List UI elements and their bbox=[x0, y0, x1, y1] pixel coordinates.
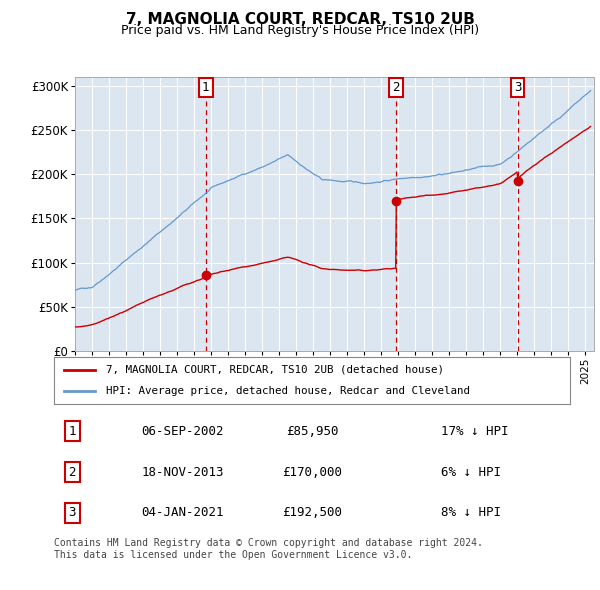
Text: 06-SEP-2002: 06-SEP-2002 bbox=[142, 425, 224, 438]
Text: £192,500: £192,500 bbox=[282, 506, 342, 519]
Text: 3: 3 bbox=[514, 81, 521, 94]
Text: 6% ↓ HPI: 6% ↓ HPI bbox=[441, 466, 501, 478]
Text: 1: 1 bbox=[202, 81, 209, 94]
Text: £85,950: £85,950 bbox=[286, 425, 338, 438]
Text: 18-NOV-2013: 18-NOV-2013 bbox=[142, 466, 224, 478]
Text: Price paid vs. HM Land Registry's House Price Index (HPI): Price paid vs. HM Land Registry's House … bbox=[121, 24, 479, 37]
Text: 2: 2 bbox=[68, 466, 76, 478]
Text: 3: 3 bbox=[68, 506, 76, 519]
Text: This data is licensed under the Open Government Licence v3.0.: This data is licensed under the Open Gov… bbox=[54, 550, 412, 560]
Text: 7, MAGNOLIA COURT, REDCAR, TS10 2UB: 7, MAGNOLIA COURT, REDCAR, TS10 2UB bbox=[125, 12, 475, 27]
Text: 7, MAGNOLIA COURT, REDCAR, TS10 2UB (detached house): 7, MAGNOLIA COURT, REDCAR, TS10 2UB (det… bbox=[106, 365, 443, 375]
Text: 04-JAN-2021: 04-JAN-2021 bbox=[142, 506, 224, 519]
Text: Contains HM Land Registry data © Crown copyright and database right 2024.: Contains HM Land Registry data © Crown c… bbox=[54, 538, 483, 548]
Text: 2: 2 bbox=[392, 81, 400, 94]
Text: £170,000: £170,000 bbox=[282, 466, 342, 478]
Text: HPI: Average price, detached house, Redcar and Cleveland: HPI: Average price, detached house, Redc… bbox=[106, 386, 470, 396]
Text: 17% ↓ HPI: 17% ↓ HPI bbox=[441, 425, 509, 438]
Text: 1: 1 bbox=[68, 425, 76, 438]
Text: 8% ↓ HPI: 8% ↓ HPI bbox=[441, 506, 501, 519]
